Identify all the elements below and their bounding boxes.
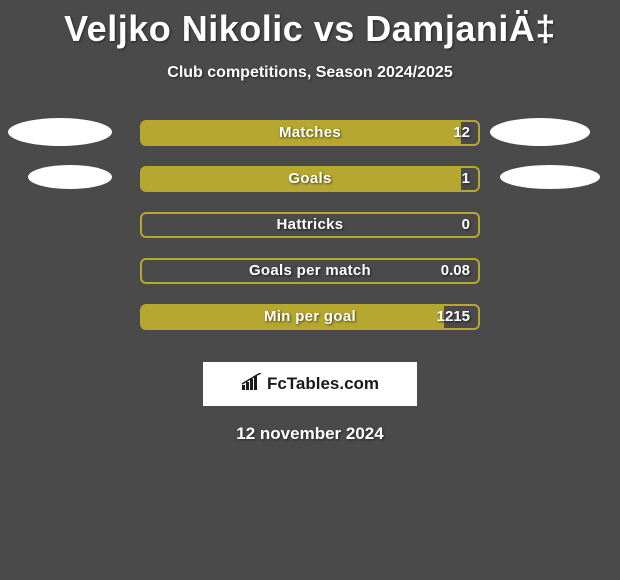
logo-text: FcTables.com <box>267 374 379 394</box>
stat-value: 12 <box>453 124 470 141</box>
date-label: 12 november 2024 <box>0 424 620 444</box>
right-ellipse <box>490 118 590 146</box>
stat-row: Min per goal1215 <box>0 304 620 350</box>
bar-track: Goals per match0.08 <box>140 258 480 284</box>
stat-label: Goals per match <box>142 262 478 279</box>
bar-chart-icon <box>241 373 263 396</box>
bar-track: Hattricks0 <box>140 212 480 238</box>
stat-row: Matches12 <box>0 120 620 166</box>
stat-rows: Matches12 Goals1 Hattricks0 Goals per match… <box>0 120 620 350</box>
stat-row: Goals per match0.08 <box>0 258 620 304</box>
stat-value: 0 <box>462 216 470 233</box>
bar-track: Goals1 <box>140 166 480 192</box>
stat-label: Goals <box>142 170 478 187</box>
stat-label: Hattricks <box>142 216 478 233</box>
stat-label: Min per goal <box>142 308 478 325</box>
stat-value: 1 <box>462 170 470 187</box>
left-ellipse <box>28 165 112 189</box>
right-ellipse <box>500 165 600 189</box>
stat-label: Matches <box>142 124 478 141</box>
stat-value: 0.08 <box>441 262 470 279</box>
page-subtitle: Club competitions, Season 2024/2025 <box>0 64 620 82</box>
logo-box: FcTables.com <box>203 362 417 406</box>
left-ellipse <box>8 118 112 146</box>
bar-track: Matches12 <box>140 120 480 146</box>
page-title: Veljko Nikolic vs DamjaniÄ‡ <box>0 0 620 50</box>
stat-row: Goals1 <box>0 166 620 212</box>
bar-track: Min per goal1215 <box>140 304 480 330</box>
stat-row: Hattricks0 <box>0 212 620 258</box>
stat-value: 1215 <box>437 308 470 325</box>
logo: FcTables.com <box>241 373 379 396</box>
